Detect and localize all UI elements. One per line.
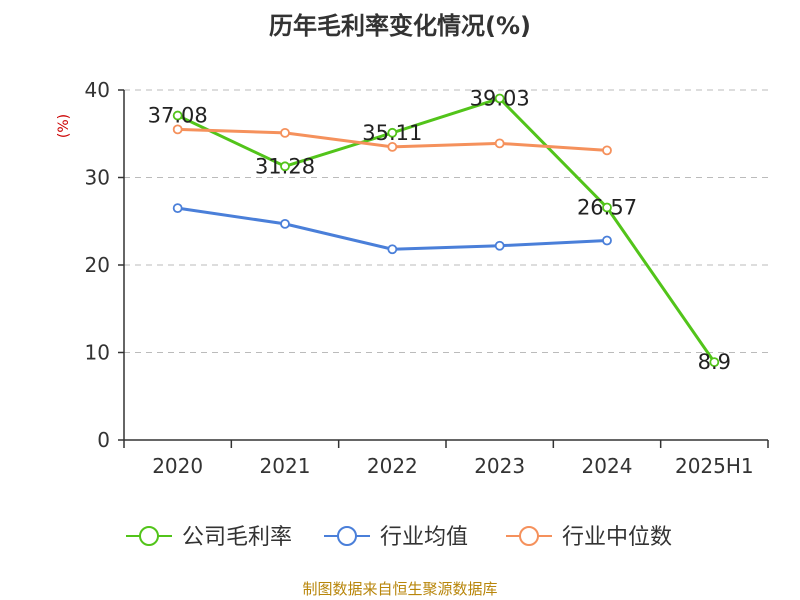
- legend-marker: [519, 526, 539, 546]
- source-note: 制图数据来自恒生聚源数据库: [302, 580, 497, 598]
- data-point: [494, 138, 505, 149]
- data-point: [709, 357, 720, 368]
- series-line: [177, 96, 716, 363]
- legend-marker: [337, 526, 357, 546]
- x-tick-label: 2023: [474, 454, 525, 478]
- legend: 公司毛利率 行业均值 行业中位数: [126, 525, 672, 550]
- data-point: [494, 240, 505, 251]
- data-label: 37.08: [148, 104, 208, 128]
- data-label: 35.11: [362, 121, 422, 145]
- data-point: [280, 127, 290, 138]
- data-label: 39.03: [470, 86, 530, 110]
- legend-label: 行业均值: [380, 525, 468, 550]
- data-labels: 37.08 31.28 35.11 39.03 26.57 8.9: [148, 86, 731, 374]
- data-point: [387, 141, 398, 152]
- data-point: [387, 127, 398, 138]
- legend-marker: [139, 526, 159, 546]
- x-tick-label: 2024: [582, 454, 633, 478]
- y-tick-label: 30: [85, 166, 110, 190]
- x-tick-label: 2022: [367, 454, 418, 478]
- data-point: [280, 218, 290, 229]
- y-axis-label: (%): [56, 114, 72, 138]
- y-tick-label: 20: [85, 253, 110, 277]
- chart-title: 历年毛利率变化情况(%): [269, 12, 531, 40]
- data-label: 8.9: [698, 350, 731, 374]
- data-point: [602, 235, 612, 246]
- data-point: [172, 203, 183, 214]
- data-point: [387, 244, 398, 255]
- data-label: 31.28: [255, 154, 315, 178]
- data-point: [280, 161, 290, 172]
- y-tick-label: 0: [97, 428, 110, 452]
- data-point: [602, 145, 612, 156]
- legend-label: 公司毛利率: [182, 525, 292, 550]
- series-lines: [172, 93, 720, 368]
- x-tick-label: 2025H1: [675, 454, 754, 478]
- y-tick-label: 40: [85, 78, 110, 102]
- axes: 0 10 20 30 40 2020 2021 2022 2023 2024 2025H1: [85, 78, 769, 478]
- data-point: [602, 202, 612, 213]
- data-point: [172, 110, 183, 121]
- x-tick-label: 2020: [152, 454, 203, 478]
- gridlines: [124, 89, 768, 353]
- legend-label: 行业中位数: [562, 525, 672, 550]
- series-line: [177, 206, 608, 251]
- x-tick-label: 2021: [260, 454, 311, 478]
- data-label: 26.57: [577, 196, 637, 220]
- data-point: [494, 93, 505, 104]
- data-point: [172, 124, 183, 135]
- y-tick-label: 10: [85, 341, 110, 365]
